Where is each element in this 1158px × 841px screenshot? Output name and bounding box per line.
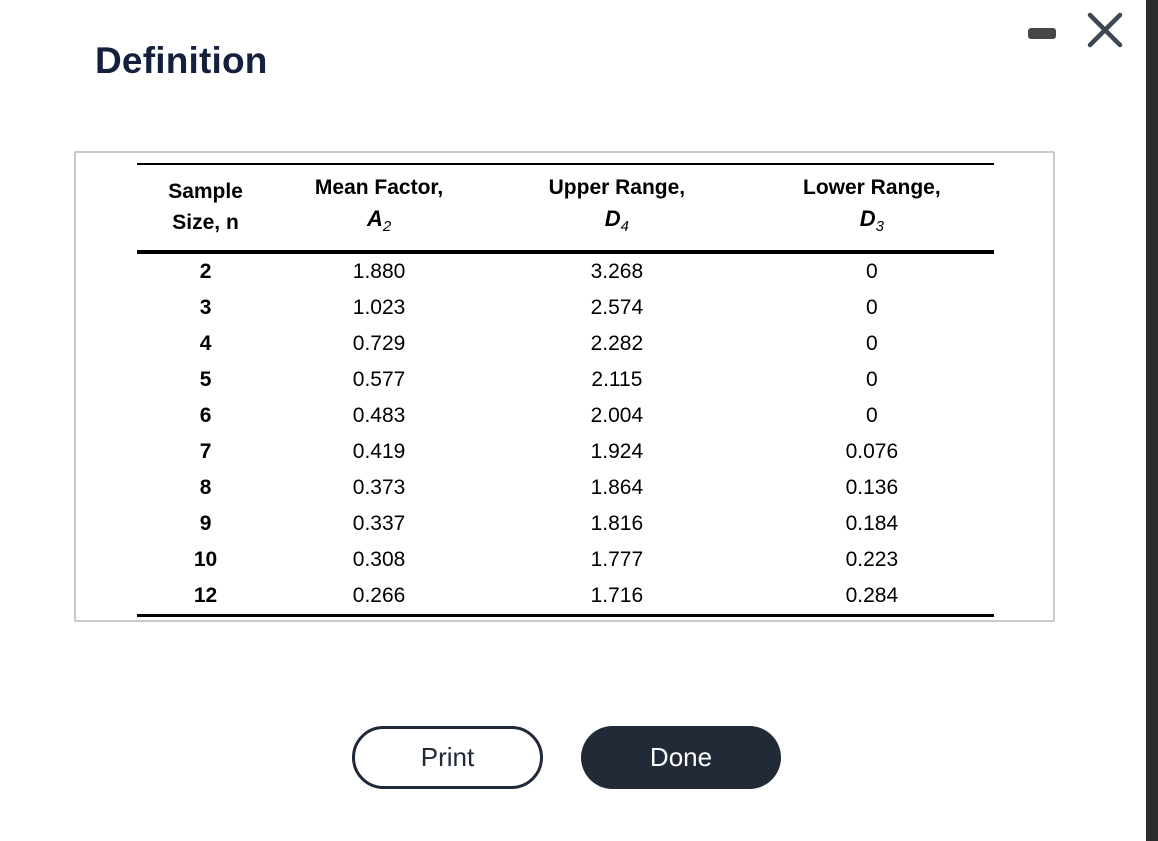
table-row: 12 0.266 1.716 0.284 [137,578,994,617]
cell-mean-factor: 0.337 [352,512,406,535]
col-header-upper-range: Upper Range, D4 [484,163,750,254]
cell-lower-range: 0.076 [845,440,899,463]
dialog-actions: Print Done [352,726,781,789]
header-subscript: 3 [875,218,884,235]
table-row: 2 1.880 3.268 0 [137,252,994,290]
cell-sample-size: 3 [199,296,212,319]
cell-upper-range: 2.115 [591,368,643,391]
factors-table-panel: Sample Size, n Mean Factor, A2 Upper Ran… [74,151,1055,622]
cell-upper-range: 2.004 [590,404,644,427]
cell-lower-range: 0.284 [749,578,994,617]
cell-lower-range: 0 [866,260,878,283]
col-header-mean-factor: Mean Factor, A2 [274,163,485,254]
col-header-lower-range: Lower Range, D3 [749,163,994,254]
cell-lower-range: 0.184 [845,512,899,535]
table-row: 9 0.337 1.816 0.184 [137,506,994,542]
table-row: 6 0.483 2.004 0 [137,398,994,434]
cell-lower-range: 0.223 [845,548,899,571]
cell-mean-factor: 0.308 [352,548,406,571]
cell-sample-size: 10 [193,548,218,571]
col-header-sample-size: Sample Size, n [137,163,275,254]
minimize-icon [1028,27,1056,39]
cell-upper-range: 1.816 [590,512,644,535]
cell-sample-size: 8 [199,476,212,499]
control-chart-factors-table: Sample Size, n Mean Factor, A2 Upper Ran… [137,163,994,617]
cell-mean-factor: 0.483 [352,404,406,427]
table-row: 10 0.308 1.777 0.223 [137,542,994,578]
cell-upper-range: 1.864 [590,476,644,499]
cell-upper-range: 1.777 [590,548,644,571]
header-symbol: A [366,206,383,231]
cell-sample-size: 6 [199,404,212,427]
close-icon [1087,12,1123,48]
cell-sample-size: 2 [199,260,212,283]
cell-lower-range: 0 [866,368,878,391]
cell-upper-range: 2.574 [590,296,644,319]
header-line1: Sample [168,180,243,203]
window-edge [1146,0,1158,841]
table-header-row: Sample Size, n Mean Factor, A2 Upper Ran… [137,163,994,254]
table-row: 3 1.023 2.574 0 [137,290,994,326]
table-body: 2 1.880 3.268 0 3 1.023 2.574 0 4 0.729 … [137,252,994,617]
header-line1: Lower Range, [803,176,941,199]
table-row: 4 0.729 2.282 0 [137,326,994,362]
print-button[interactable]: Print [352,726,543,789]
cell-mean-factor: 0.577 [352,368,406,391]
header-line1: Mean Factor, [314,176,444,199]
table-row: 8 0.373 1.864 0.136 [137,470,994,506]
cell-sample-size: 5 [199,368,212,391]
close-button[interactable] [1084,9,1126,51]
cell-lower-range: 0 [866,332,878,355]
cell-lower-range: 0 [866,404,878,427]
cell-mean-factor: 1.023 [352,296,406,319]
cell-upper-range: 3.268 [590,260,644,283]
cell-sample-size: 12 [137,578,275,617]
dialog-title: Definition [95,40,268,81]
cell-mean-factor: 0.419 [352,440,406,463]
minimize-button[interactable] [1022,20,1062,46]
table-row: 5 0.577 2.115 0 [137,362,994,398]
header-line1: Upper Range, [548,176,686,199]
cell-upper-range: 1.716 [484,578,750,617]
cell-mean-factor: 0.373 [352,476,406,499]
cell-mean-factor: 0.266 [274,578,485,617]
done-button[interactable]: Done [581,726,781,789]
cell-upper-range: 1.924 [590,440,644,463]
header-subscript: 2 [382,218,392,235]
cell-mean-factor: 0.729 [352,332,406,355]
cell-lower-range: 0.136 [845,476,899,499]
cell-mean-factor: 1.880 [352,260,406,283]
cell-sample-size: 4 [199,332,212,355]
header-subscript: 4 [620,218,629,235]
cell-lower-range: 0 [866,296,878,319]
header-symbol: D [604,206,621,231]
header-symbol: D [859,206,876,231]
cell-upper-range: 2.282 [590,332,644,355]
cell-sample-size: 7 [199,440,212,463]
cell-sample-size: 9 [199,512,212,535]
table-row: 7 0.419 1.924 0.076 [137,434,994,470]
header-line2: Size, n [172,211,239,234]
